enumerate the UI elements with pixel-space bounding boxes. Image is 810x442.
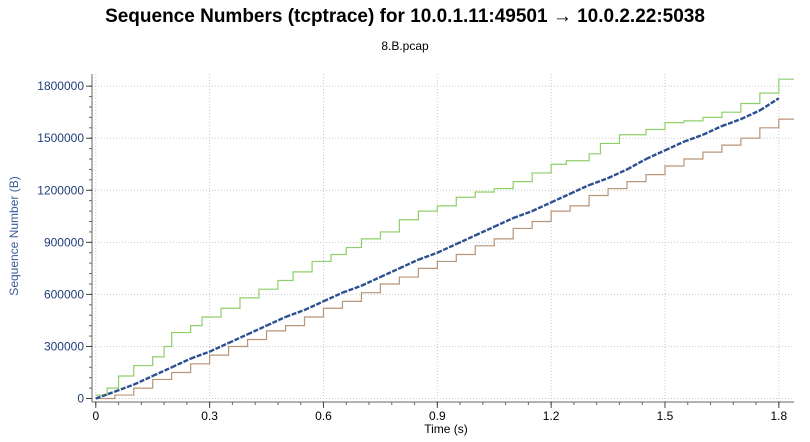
x-tick-label: 0.6 — [315, 409, 332, 423]
chart-title: Sequence Numbers (tcptrace) for 10.0.1.1… — [105, 6, 705, 27]
y-tick-label: 600000 — [44, 287, 84, 301]
chart-subtitle: 8.B.pcap — [381, 39, 429, 53]
data-segment — [322, 291, 343, 303]
data-segment — [247, 324, 268, 336]
data-segment — [512, 209, 533, 220]
data-segment — [360, 275, 381, 287]
data-segment — [607, 168, 628, 180]
y-tick-label: 900000 — [44, 235, 84, 249]
data-segment — [209, 341, 230, 353]
data-segment — [436, 242, 457, 254]
data-segment — [474, 225, 495, 237]
y-tick-label: 0 — [77, 392, 84, 406]
data-segment — [759, 97, 780, 112]
data-segment — [303, 300, 324, 312]
data-segment — [417, 251, 438, 261]
data-segment — [95, 390, 116, 400]
data-segment — [740, 109, 761, 121]
data-segment — [721, 117, 742, 128]
x-tick-label: 1.2 — [543, 409, 560, 423]
x-tick-label: 0 — [92, 409, 99, 423]
data-segment — [493, 216, 514, 228]
grid-lines — [92, 74, 794, 402]
x-tick-label: 0.3 — [201, 409, 218, 423]
data-segment — [683, 133, 704, 143]
x-tick-label: 0.9 — [429, 409, 446, 423]
data-segment — [171, 357, 192, 369]
series-data-segments — [95, 97, 780, 400]
data-segment — [228, 333, 249, 345]
axes: 0 0.3 0.6 0.9 1.2 1.5 1.8 0 300000 600000 900000 12… — [37, 74, 794, 423]
data-segment — [569, 183, 590, 195]
x-axis-label: Time (s) — [424, 422, 468, 436]
data-segment — [379, 267, 400, 279]
data-segment — [626, 157, 647, 171]
series-line-receive-window — [95, 78, 794, 396]
data-segment — [664, 140, 685, 152]
x-tick-label: 1.8 — [770, 409, 787, 423]
data-segment — [133, 374, 154, 386]
data-segment — [114, 383, 135, 393]
data-segment — [266, 315, 287, 327]
data-segment — [550, 192, 571, 204]
series-layer — [95, 78, 794, 400]
y-tick-label: 1800000 — [37, 79, 84, 93]
data-segment — [455, 234, 476, 246]
data-segment — [398, 258, 419, 270]
x-tick-label: 1.5 — [657, 409, 674, 423]
data-segment — [645, 149, 666, 161]
data-segment — [190, 350, 211, 360]
y-tick-label: 1200000 — [37, 183, 84, 197]
data-segment — [531, 201, 552, 213]
y-tick-label: 300000 — [44, 339, 84, 353]
series-line-ack — [95, 118, 794, 400]
data-segment — [588, 177, 609, 187]
data-segment — [152, 366, 173, 378]
data-segment — [285, 308, 305, 319]
data-segment — [342, 284, 362, 294]
data-segment — [702, 124, 723, 136]
y-axis-label: Sequence Number (B) — [7, 176, 21, 295]
y-tick-label: 1500000 — [37, 131, 84, 145]
